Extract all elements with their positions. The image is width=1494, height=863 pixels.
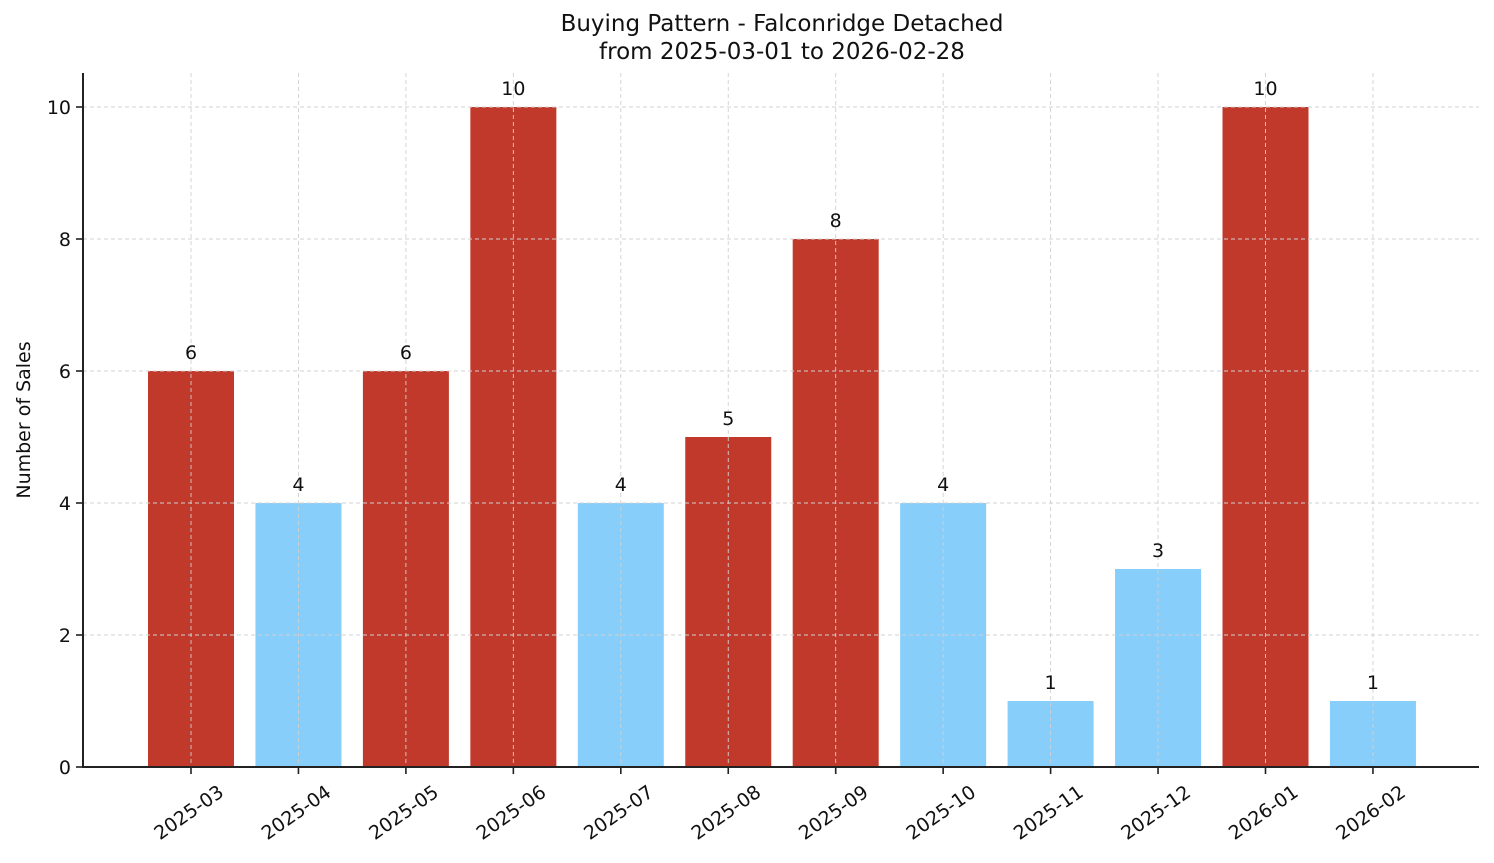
x-tick-label: 2025-09: [795, 781, 873, 845]
y-tick-label: 6: [59, 361, 71, 383]
y-axis-ticks: 0 2 4 6 8 10: [47, 97, 83, 779]
x-tick-label: 2025-05: [365, 781, 443, 845]
x-tick-label: 2025-03: [150, 781, 228, 845]
chart-title-line1: Buying Pattern - Falconridge Detached: [560, 11, 1004, 37]
y-tick-label: 0: [59, 757, 71, 779]
data-label: 5: [722, 408, 734, 430]
x-tick-label: 2025-08: [687, 781, 765, 845]
y-tick-label: 4: [59, 493, 71, 515]
data-label: 3: [1152, 540, 1164, 562]
data-label: 1: [1367, 672, 1379, 694]
x-tick-label: 2026-02: [1332, 781, 1410, 845]
bars: [148, 107, 1416, 767]
x-axis-ticks: 2025-03 2025-04 2025-05 2025-06 2025-07 2025-…: [150, 767, 1410, 845]
x-tick-label: 2025-12: [1117, 781, 1195, 845]
x-tick-label: 2026-01: [1225, 781, 1303, 845]
y-tick-label: 10: [47, 97, 71, 119]
y-tick-label: 8: [59, 229, 71, 251]
data-label: 1: [1045, 672, 1057, 694]
data-labels: 6 4 6 10 4 5 8 4 1 3 10 1: [185, 78, 1379, 694]
data-label: 10: [1253, 78, 1277, 100]
chart-title: Buying Pattern - Falconridge Detached fr…: [0, 10, 1494, 66]
x-tick-label: 2025-06: [473, 781, 551, 845]
data-label: 8: [830, 210, 842, 232]
x-tick-label: 2025-11: [1010, 781, 1088, 845]
data-label: 4: [615, 474, 627, 496]
data-label: 10: [501, 78, 525, 100]
data-label: 4: [937, 474, 949, 496]
vertical-grid-lines: [83, 73, 1479, 767]
x-tick-label: 2025-07: [580, 781, 658, 845]
y-tick-label: 2: [59, 625, 71, 647]
data-label: 6: [185, 342, 197, 364]
x-tick-label: 2025-10: [902, 781, 980, 845]
chart-title-line2: from 2025-03-01 to 2026-02-28: [599, 39, 965, 65]
data-label: 4: [292, 474, 304, 496]
axes: [82, 73, 1479, 768]
data-label: 6: [400, 342, 412, 364]
x-tick-label: 2025-04: [258, 781, 336, 845]
